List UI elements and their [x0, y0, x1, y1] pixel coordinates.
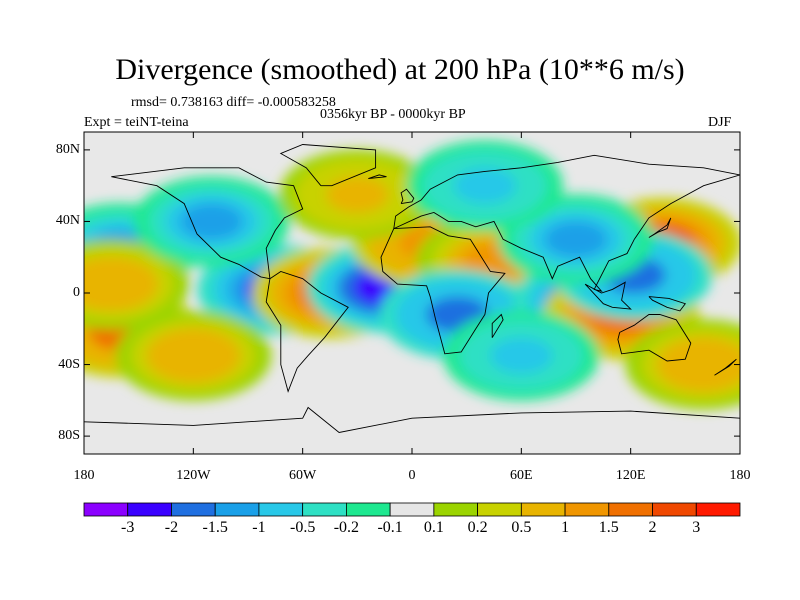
lat-label-4: 80S [58, 428, 80, 444]
lon-label-6: 180 [729, 468, 751, 483]
colorbar-label-12: 2 [648, 519, 657, 536]
coastline-segment-11 [368, 174, 387, 179]
colorbar-label-13: 3 [692, 519, 701, 536]
colorbar-label-3: -1 [252, 519, 266, 536]
colorbar-swatch-11 [564, 502, 610, 517]
colorbar-swatch-8 [433, 502, 479, 517]
coastline-segment-8 [648, 296, 687, 312]
lat-label-0: 80N [55, 141, 80, 157]
field-anomaly-15-level-3 [162, 337, 225, 374]
colorbar-swatch-0 [83, 502, 129, 517]
colorbar-label-2: -1.5 [202, 519, 228, 536]
period-label: 0356kyr BP - 0000kyr BP [320, 107, 466, 122]
season-label: DJF [708, 115, 732, 130]
colorbar-swatch-7 [389, 502, 435, 517]
coastline-segment-9 [648, 217, 672, 238]
divergence-field [84, 140, 740, 410]
field-anomaly-14-level-3 [180, 203, 243, 240]
colorbar-swatch-13 [652, 502, 697, 517]
colorbar-label-7: 0.1 [423, 519, 444, 536]
coastline-segment-13 [491, 313, 504, 338]
colorbar-label-0: -3 [121, 519, 135, 536]
colorbar-label-11: 1.5 [598, 519, 619, 536]
colorbar-label-8: 0.2 [467, 519, 488, 536]
coastline-segment-6 [84, 406, 740, 433]
coastline-segment-4 [617, 314, 692, 362]
lat-label-1: 40N [55, 213, 80, 229]
lon-label-4: 60E [510, 468, 533, 483]
colorbar-swatch-14 [695, 502, 741, 517]
field-anomaly-16-level-3 [490, 337, 553, 374]
lon-label-3: 0 [408, 468, 416, 483]
coastline-segment-12 [714, 358, 737, 376]
colorbar-swatch-12 [608, 502, 653, 517]
coastlines [84, 144, 740, 433]
chart-title: Divergence (smoothed) at 200 hPa (10**6 … [115, 53, 685, 86]
colorbar-swatch-1 [127, 502, 172, 517]
colorbar-label-5: -0.2 [333, 519, 360, 536]
colorbar-label-9: 0.5 [511, 519, 532, 536]
coastline-segment-5 [279, 144, 377, 187]
colorbar-swatch-10 [520, 502, 566, 517]
stats-line: rmsd= 0.738163 diff= -0.000583258 [131, 95, 336, 110]
colorbar-swatch-4 [258, 502, 304, 517]
colorbar-label-4: -0.5 [289, 519, 316, 536]
field-anomaly-19-level-3 [453, 167, 517, 204]
axis-ticks [83, 132, 741, 454]
lon-label-1: 120W [176, 468, 211, 483]
coastline-segment-0 [111, 167, 304, 280]
coastline-segment-3 [393, 154, 740, 292]
field-anomaly-2-level-3 [84, 266, 143, 303]
coastline-segment-7 [584, 281, 632, 310]
experiment-label: Expt = teiNT-teina [84, 115, 189, 130]
coastline-segment-10 [400, 188, 415, 205]
coastline-segment-1 [265, 271, 349, 393]
field-anomaly-18-level-3 [326, 176, 389, 213]
colorbar-swatch-6 [345, 502, 391, 517]
colorbar-label-6: -0.1 [377, 519, 403, 536]
field-anomaly-13-level-3 [544, 221, 608, 258]
colorbar-swatch-2 [171, 502, 216, 517]
colorbar-label-10: 1 [561, 519, 570, 536]
coastline-segment-2 [380, 226, 506, 355]
colorbar-swatch-3 [214, 502, 260, 517]
lon-label-5: 120E [615, 468, 646, 483]
colorbar-swatch-5 [302, 502, 347, 517]
colorbar-label-1: -2 [164, 519, 179, 536]
colorbar-swatch-9 [477, 502, 522, 517]
field-anomaly-17-level-3 [672, 346, 735, 383]
map-plot-area [84, 132, 740, 454]
lon-label-0: 180 [73, 468, 95, 483]
lat-label-3: 40S [58, 356, 80, 372]
colorbar [83, 502, 741, 517]
lon-label-2: 60W [289, 468, 317, 483]
lat-label-2: 0 [73, 285, 80, 300]
